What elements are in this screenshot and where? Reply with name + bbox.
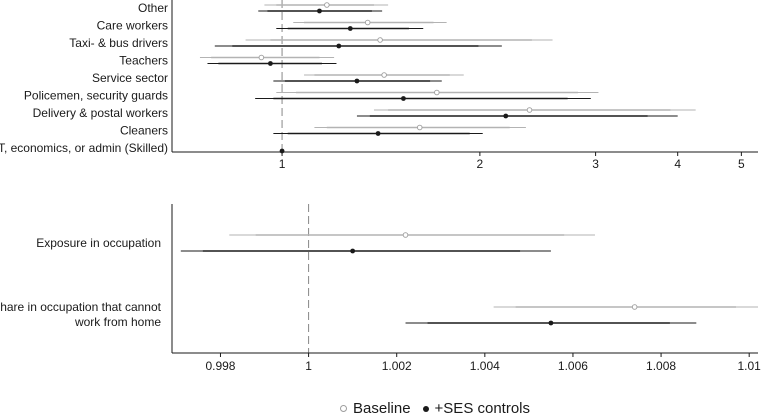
baseline-point <box>434 89 440 96</box>
category-label: Care workers <box>97 19 168 33</box>
x-tick-label: 0.998 <box>205 359 235 373</box>
legend: Baseline +SES controls <box>340 400 542 417</box>
category-label: Other <box>138 1 168 15</box>
x-tick-label: 1.008 <box>646 359 676 373</box>
baseline-point <box>377 37 383 43</box>
ses-point <box>279 148 285 154</box>
x-tick-label: 4 <box>674 157 681 171</box>
ses-point <box>336 43 342 49</box>
ses-point <box>268 61 273 66</box>
category-label: Taxi- & bus drivers <box>69 36 168 50</box>
ses-point <box>503 113 509 119</box>
x-tick-label: 5 <box>738 157 745 171</box>
baseline-point <box>631 304 638 310</box>
ses-point <box>354 78 360 84</box>
x-tick-label: 1.004 <box>470 359 500 373</box>
category-label: Teachers <box>119 54 168 68</box>
category-label: Cleaners <box>120 124 168 138</box>
x-tick-label: 1.002 <box>382 359 412 373</box>
x-tick-label: 2 <box>477 157 484 171</box>
baseline-point <box>324 2 330 8</box>
category-label: Service sector <box>92 71 168 85</box>
category-label: IT, economics, or admin (Skilled) <box>0 141 168 155</box>
x-tick-label: 3 <box>592 157 599 171</box>
x-tick-label: 1.006 <box>558 359 588 373</box>
baseline-point <box>364 19 371 26</box>
legend-baseline-label: Baseline <box>353 400 411 417</box>
baseline-point <box>381 72 387 78</box>
ses-point <box>347 26 353 31</box>
legend-ses-label: +SES controls <box>434 400 531 417</box>
legend-item-ses: +SES controls <box>422 400 531 417</box>
category-label: Policemen, security guards <box>24 89 168 103</box>
ses-point <box>317 8 322 14</box>
ses-point <box>350 248 356 254</box>
baseline-point <box>526 107 533 113</box>
baseline-point <box>416 124 423 131</box>
category-label: Share in occupation that cannot work from… <box>0 300 162 329</box>
baseline-point <box>258 54 265 61</box>
category-label: Delivery & postal workers <box>33 106 168 120</box>
ses-point <box>401 96 406 101</box>
ses-point <box>548 320 554 326</box>
category-label: Exposure in occupation <box>36 236 161 250</box>
x-tick-label: 1 <box>305 359 312 373</box>
x-tick-label: 1.01 <box>738 359 762 373</box>
x-tick-label: 1 <box>279 157 286 171</box>
legend-ses-marker <box>422 405 429 412</box>
legend-item-baseline: Baseline <box>340 400 411 417</box>
baseline-point <box>402 232 409 238</box>
legend-baseline-marker <box>340 405 347 412</box>
ses-point <box>375 131 381 136</box>
